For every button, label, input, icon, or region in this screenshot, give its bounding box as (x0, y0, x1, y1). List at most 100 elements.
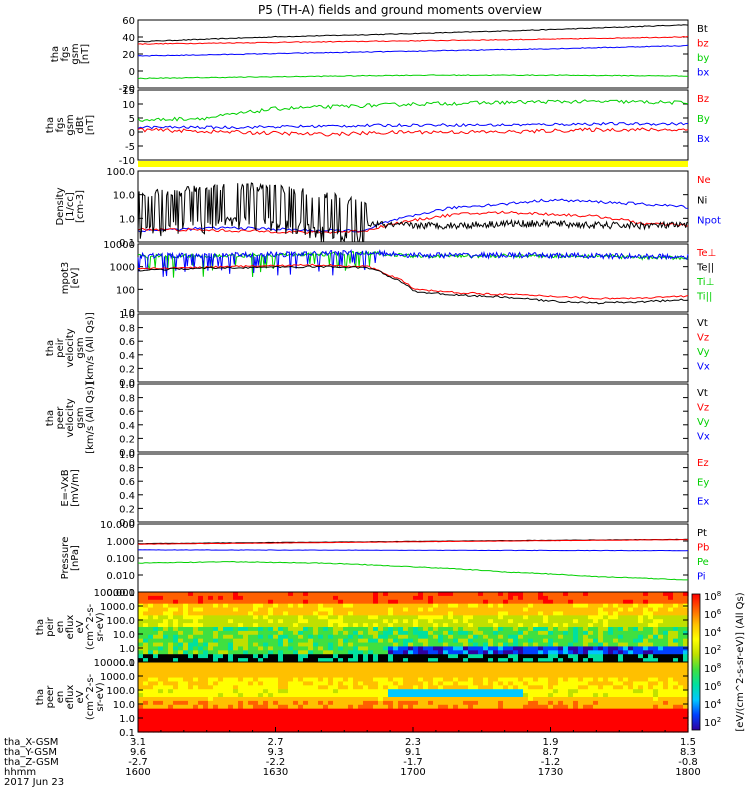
spectrogram-cell (263, 712, 269, 718)
spectrogram-cell (263, 708, 269, 714)
spectrogram-cell (308, 619, 314, 624)
spectrogram-cell (603, 619, 609, 624)
spectrogram-cell (628, 603, 634, 609)
spectrogram-cell (343, 677, 349, 683)
spectrogram-cell (268, 662, 274, 667)
spectrogram-cell (143, 724, 149, 729)
spectrogram-cell (413, 728, 419, 733)
spectrogram-cell (338, 693, 344, 698)
spectrogram-cell (383, 724, 389, 729)
spectrogram-cell (423, 611, 429, 616)
legend-Ni: Ni (697, 195, 707, 206)
spectrogram-cell (143, 646, 149, 651)
spectrogram-cell (668, 654, 674, 659)
spectrogram-cell (393, 673, 399, 679)
spectrogram-cell (538, 592, 544, 597)
spectrogram-cell (188, 611, 194, 616)
spectrogram-cell (478, 603, 484, 609)
spectrogram-cell (218, 681, 224, 686)
spectrogram-cell (213, 673, 219, 679)
spectrogram-cell (528, 654, 534, 659)
spectrogram-cell (248, 689, 254, 694)
spectrogram-cell (493, 638, 499, 644)
spectrogram-cell (453, 720, 459, 725)
spectrogram-cell (178, 685, 184, 690)
spectrogram-cell (283, 673, 289, 679)
spectrogram-cell (163, 724, 169, 729)
spectrogram-cell (323, 650, 329, 655)
spectrogram-cell (198, 708, 204, 714)
spectrogram-cell (333, 603, 339, 609)
spectrogram-cell (348, 630, 354, 636)
spectrogram-cell (433, 720, 439, 725)
spectrogram-cell (418, 603, 424, 609)
spectrogram-cell (288, 708, 294, 714)
spectrogram-cell (233, 712, 239, 718)
spectrogram-cell (558, 704, 564, 710)
spectrogram-cell (468, 708, 474, 714)
spectrogram-cell (333, 623, 339, 628)
spectrogram-cell (293, 599, 299, 605)
spectrogram-cell (668, 724, 674, 729)
spectrogram-cell (288, 685, 294, 690)
spectrogram-cell (528, 595, 534, 601)
spectrogram-cell (403, 642, 409, 648)
spectrogram-cell (608, 712, 614, 718)
spectrogram-cell (583, 607, 589, 613)
spectrogram-cell (258, 712, 264, 718)
spectrogram-cell (213, 697, 219, 702)
spectrogram-cell (193, 669, 199, 675)
spectrogram-cell (348, 673, 354, 679)
spectrogram-cell (258, 700, 264, 706)
spectrogram-cell (163, 685, 169, 690)
y-axis-label-line: sr-eV) (95, 612, 106, 641)
spectrogram-cell (393, 619, 399, 624)
spectrogram-cell (583, 669, 589, 675)
spectrogram-cell (563, 700, 569, 706)
spectrogram-cell (143, 658, 149, 663)
spectrogram-cell (253, 599, 259, 605)
spectrogram-cell (313, 615, 319, 620)
spectrogram-cell (528, 662, 534, 667)
spectrogram-cell (158, 634, 164, 640)
spectrogram-cell (598, 603, 604, 609)
spectrogram-cell (593, 654, 599, 659)
spectrogram-cell (463, 708, 469, 714)
spectrogram-cell (283, 630, 289, 636)
spectrogram-cell (248, 623, 254, 628)
spectrogram-cell (193, 646, 199, 651)
spectrogram-cell (493, 681, 499, 686)
spectrogram-cell (578, 712, 584, 718)
spectrogram-cell (598, 615, 604, 620)
spectrogram-cell (603, 603, 609, 609)
spectrogram-cell (683, 681, 689, 686)
spectrogram-cell (318, 693, 324, 698)
spectrogram-cell (583, 650, 589, 655)
spectrogram-cell (203, 665, 209, 671)
spectrogram-cell (638, 700, 644, 706)
spectrogram-cell (328, 662, 334, 667)
spectrogram-cell (453, 681, 459, 686)
spectrogram-cell (483, 704, 489, 710)
spectrogram-cell (493, 642, 499, 648)
spectrogram-cell (138, 615, 144, 620)
spectrogram-cell (663, 615, 669, 620)
spectrogram-cell (208, 630, 214, 636)
spectrogram-cell (153, 681, 159, 686)
spectrogram-cell (348, 627, 354, 632)
spectrogram-cell (183, 665, 189, 671)
spectrogram-cell (378, 654, 384, 659)
spectrogram-cell (443, 607, 449, 613)
spectrogram-cell (573, 630, 579, 636)
spectrogram-cell (293, 658, 299, 663)
spectrogram-cell (538, 642, 544, 648)
spectrogram-cell (433, 654, 439, 659)
spectrogram-cell (358, 712, 364, 718)
spectrogram-cell (238, 592, 244, 597)
spectrogram-cell (593, 669, 599, 675)
spectrogram-cell (428, 658, 434, 663)
spectrogram-cell (638, 728, 644, 733)
spectrogram-cell (513, 693, 519, 698)
spectrogram-cell (253, 642, 259, 648)
spectrogram-cell (218, 708, 224, 714)
